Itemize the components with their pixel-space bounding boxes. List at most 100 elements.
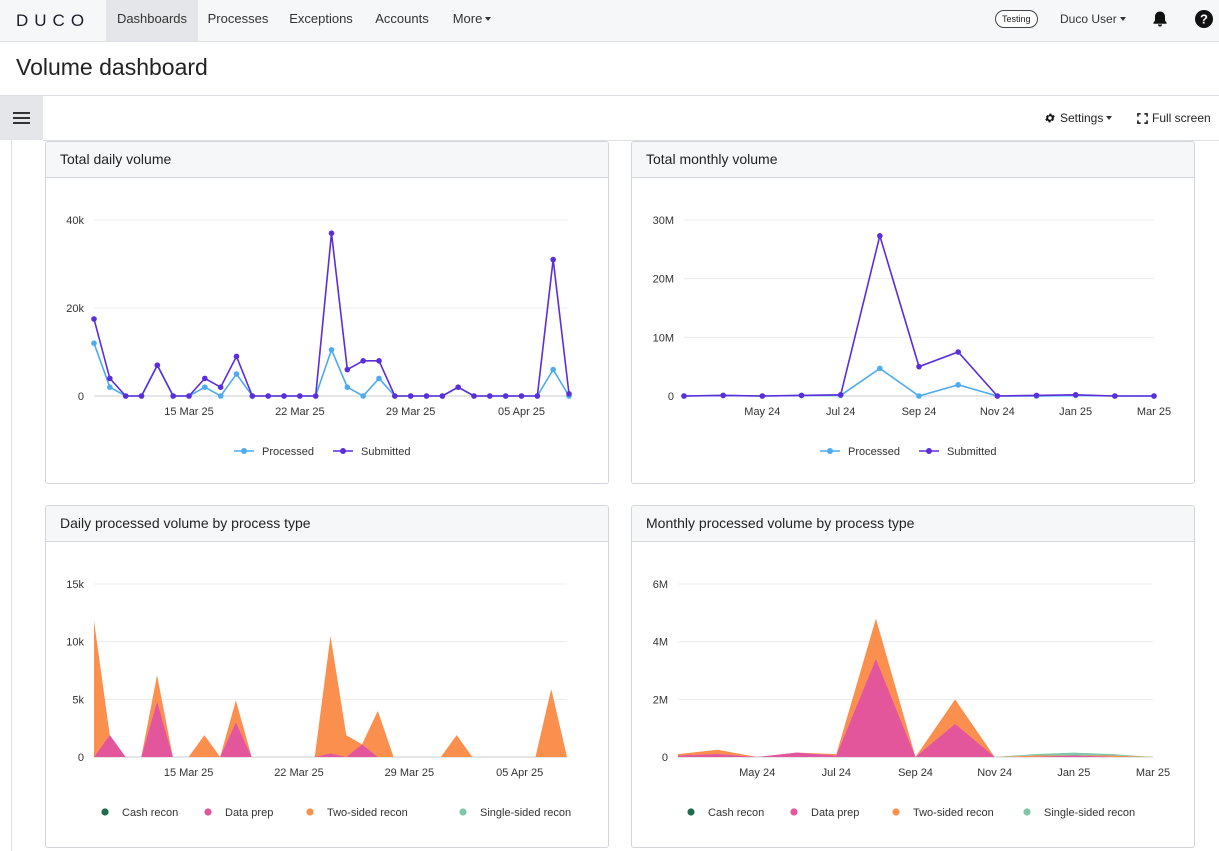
data-point-submitted[interactable] <box>534 393 541 399</box>
data-point-submitted[interactable] <box>1112 393 1118 399</box>
nav-tab-exceptions[interactable]: Exceptions <box>278 0 364 41</box>
data-point-processed[interactable] <box>202 384 208 390</box>
data-point-submitted[interactable] <box>249 393 256 399</box>
legend-item-submitted[interactable]: Submitted <box>919 446 997 458</box>
panel-monthly-processed-by-type: Monthly processed volume by process type… <box>631 505 1195 848</box>
legend-item-data-prep[interactable]: Data prep <box>204 807 273 819</box>
full-screen-button[interactable]: Full screen <box>1137 108 1211 128</box>
y-tick-label: 0 <box>668 391 674 403</box>
data-point-processed[interactable] <box>233 371 240 377</box>
data-point-submitted[interactable] <box>281 393 287 399</box>
nav-tab-dashboards[interactable]: Dashboards <box>106 0 198 41</box>
data-point-submitted[interactable] <box>759 393 766 399</box>
legend-item-cash-recon[interactable]: Cash recon <box>101 807 178 819</box>
data-point-submitted[interactable] <box>518 393 525 399</box>
legend-item-single-sided-recon[interactable]: Single-sided recon <box>459 807 571 819</box>
nav-tab-label: Dashboards <box>116 11 188 26</box>
help-icon[interactable]: ? <box>1194 9 1214 29</box>
data-point-submitted[interactable] <box>1151 393 1157 399</box>
data-point-submitted[interactable] <box>376 358 382 364</box>
data-point-submitted[interactable] <box>122 393 129 399</box>
data-point-submitted[interactable] <box>265 393 271 399</box>
data-point-submitted[interactable] <box>1072 392 1079 398</box>
legend-label: Data prep <box>225 807 273 819</box>
data-point-processed[interactable] <box>344 384 351 390</box>
data-point-submitted[interactable] <box>202 375 208 382</box>
data-point-submitted[interactable] <box>439 393 446 399</box>
data-point-submitted[interactable] <box>297 393 303 399</box>
data-point-submitted[interactable] <box>994 393 1001 399</box>
legend-label: Single-sided recon <box>1044 807 1135 819</box>
data-point-submitted[interactable] <box>837 392 844 398</box>
data-point-processed[interactable] <box>916 393 922 399</box>
x-tick-label: Mar 25 <box>1137 406 1171 418</box>
page-title: Volume dashboard <box>16 54 208 80</box>
panel-total-daily-volume: Total daily volume 0 20k 40k 15 Mar 25 22 Ma… <box>45 141 609 484</box>
data-point-submitted[interactable] <box>217 384 224 390</box>
data-point-submitted[interactable] <box>186 393 192 399</box>
menu-toggle-button[interactable] <box>0 96 43 140</box>
legend-item-two-sided-recon[interactable]: Two-sided recon <box>892 807 994 819</box>
data-point-submitted[interactable] <box>877 233 883 239</box>
legend-swatch-dot <box>790 808 798 816</box>
data-point-processed[interactable] <box>360 393 366 399</box>
nav-tab-more[interactable]: More <box>440 0 504 41</box>
panel-total-monthly-volume: Total monthly volume 0 10M 20M 30M May 24 Jul… <box>631 141 1195 484</box>
settings-button[interactable]: Settings <box>1044 108 1113 128</box>
data-point-submitted[interactable] <box>392 393 398 399</box>
data-point-submitted[interactable] <box>233 353 240 360</box>
data-point-submitted[interactable] <box>407 393 414 399</box>
data-point-processed[interactable] <box>328 347 335 353</box>
bell-icon[interactable] <box>1150 9 1170 29</box>
legend-item-processed[interactable]: Processed <box>820 446 900 458</box>
hamburger-icon-bar <box>13 112 30 114</box>
data-point-processed[interactable] <box>877 365 883 372</box>
legend-item-processed[interactable]: Processed <box>234 446 314 458</box>
data-point-processed[interactable] <box>107 384 113 390</box>
data-point-processed[interactable] <box>955 382 961 388</box>
data-point-processed[interactable] <box>217 393 224 399</box>
data-point-submitted[interactable] <box>681 393 687 399</box>
data-point-submitted[interactable] <box>344 366 351 373</box>
data-point-submitted[interactable] <box>138 393 145 399</box>
data-point-submitted[interactable] <box>91 316 97 322</box>
data-point-submitted[interactable] <box>916 363 922 370</box>
data-point-submitted[interactable] <box>154 362 161 368</box>
legend-item-single-sided-recon[interactable]: Single-sided recon <box>1023 807 1135 819</box>
user-menu[interactable]: Duco User <box>1060 0 1126 41</box>
legend-swatch-dot <box>340 448 346 454</box>
data-point-submitted[interactable] <box>720 392 726 399</box>
x-tick-label: Sep 24 <box>902 406 937 418</box>
nav-tab-accounts[interactable]: Accounts <box>364 0 440 41</box>
x-tick-label: 05 Apr 25 <box>496 767 543 779</box>
data-point-submitted[interactable] <box>312 393 319 399</box>
legend-item-data-prep[interactable]: Data prep <box>790 807 859 819</box>
data-point-submitted[interactable] <box>471 393 477 399</box>
data-point-submitted[interactable] <box>170 393 176 399</box>
data-point-processed[interactable] <box>376 375 382 382</box>
data-point-submitted[interactable] <box>360 358 366 364</box>
data-point-submitted[interactable] <box>487 393 493 399</box>
data-point-submitted[interactable] <box>798 392 805 399</box>
panel-daily-processed-by-type: Daily processed volume by process type 0… <box>45 505 609 848</box>
legend-label: Cash recon <box>122 807 178 819</box>
legend-item-cash-recon[interactable]: Cash recon <box>687 807 764 819</box>
legend-swatch-dot <box>687 808 695 816</box>
data-point-processed[interactable] <box>91 340 97 346</box>
gear-icon <box>1045 113 1055 123</box>
data-point-submitted[interactable] <box>566 391 572 397</box>
duco-logo[interactable]: DUCO <box>16 10 90 30</box>
legend-item-two-sided-recon[interactable]: Two-sided recon <box>306 807 408 819</box>
legend-label: Cash recon <box>708 807 764 819</box>
data-point-processed[interactable] <box>550 366 556 373</box>
data-point-submitted[interactable] <box>423 393 430 399</box>
data-point-submitted[interactable] <box>328 230 335 236</box>
data-point-submitted[interactable] <box>955 349 961 355</box>
data-point-submitted[interactable] <box>455 384 461 390</box>
data-point-submitted[interactable] <box>502 393 509 399</box>
data-point-submitted[interactable] <box>1033 392 1040 399</box>
data-point-submitted[interactable] <box>107 375 113 382</box>
data-point-submitted[interactable] <box>550 256 556 263</box>
legend-item-submitted[interactable]: Submitted <box>333 446 411 458</box>
nav-tab-processes[interactable]: Processes <box>198 0 278 41</box>
